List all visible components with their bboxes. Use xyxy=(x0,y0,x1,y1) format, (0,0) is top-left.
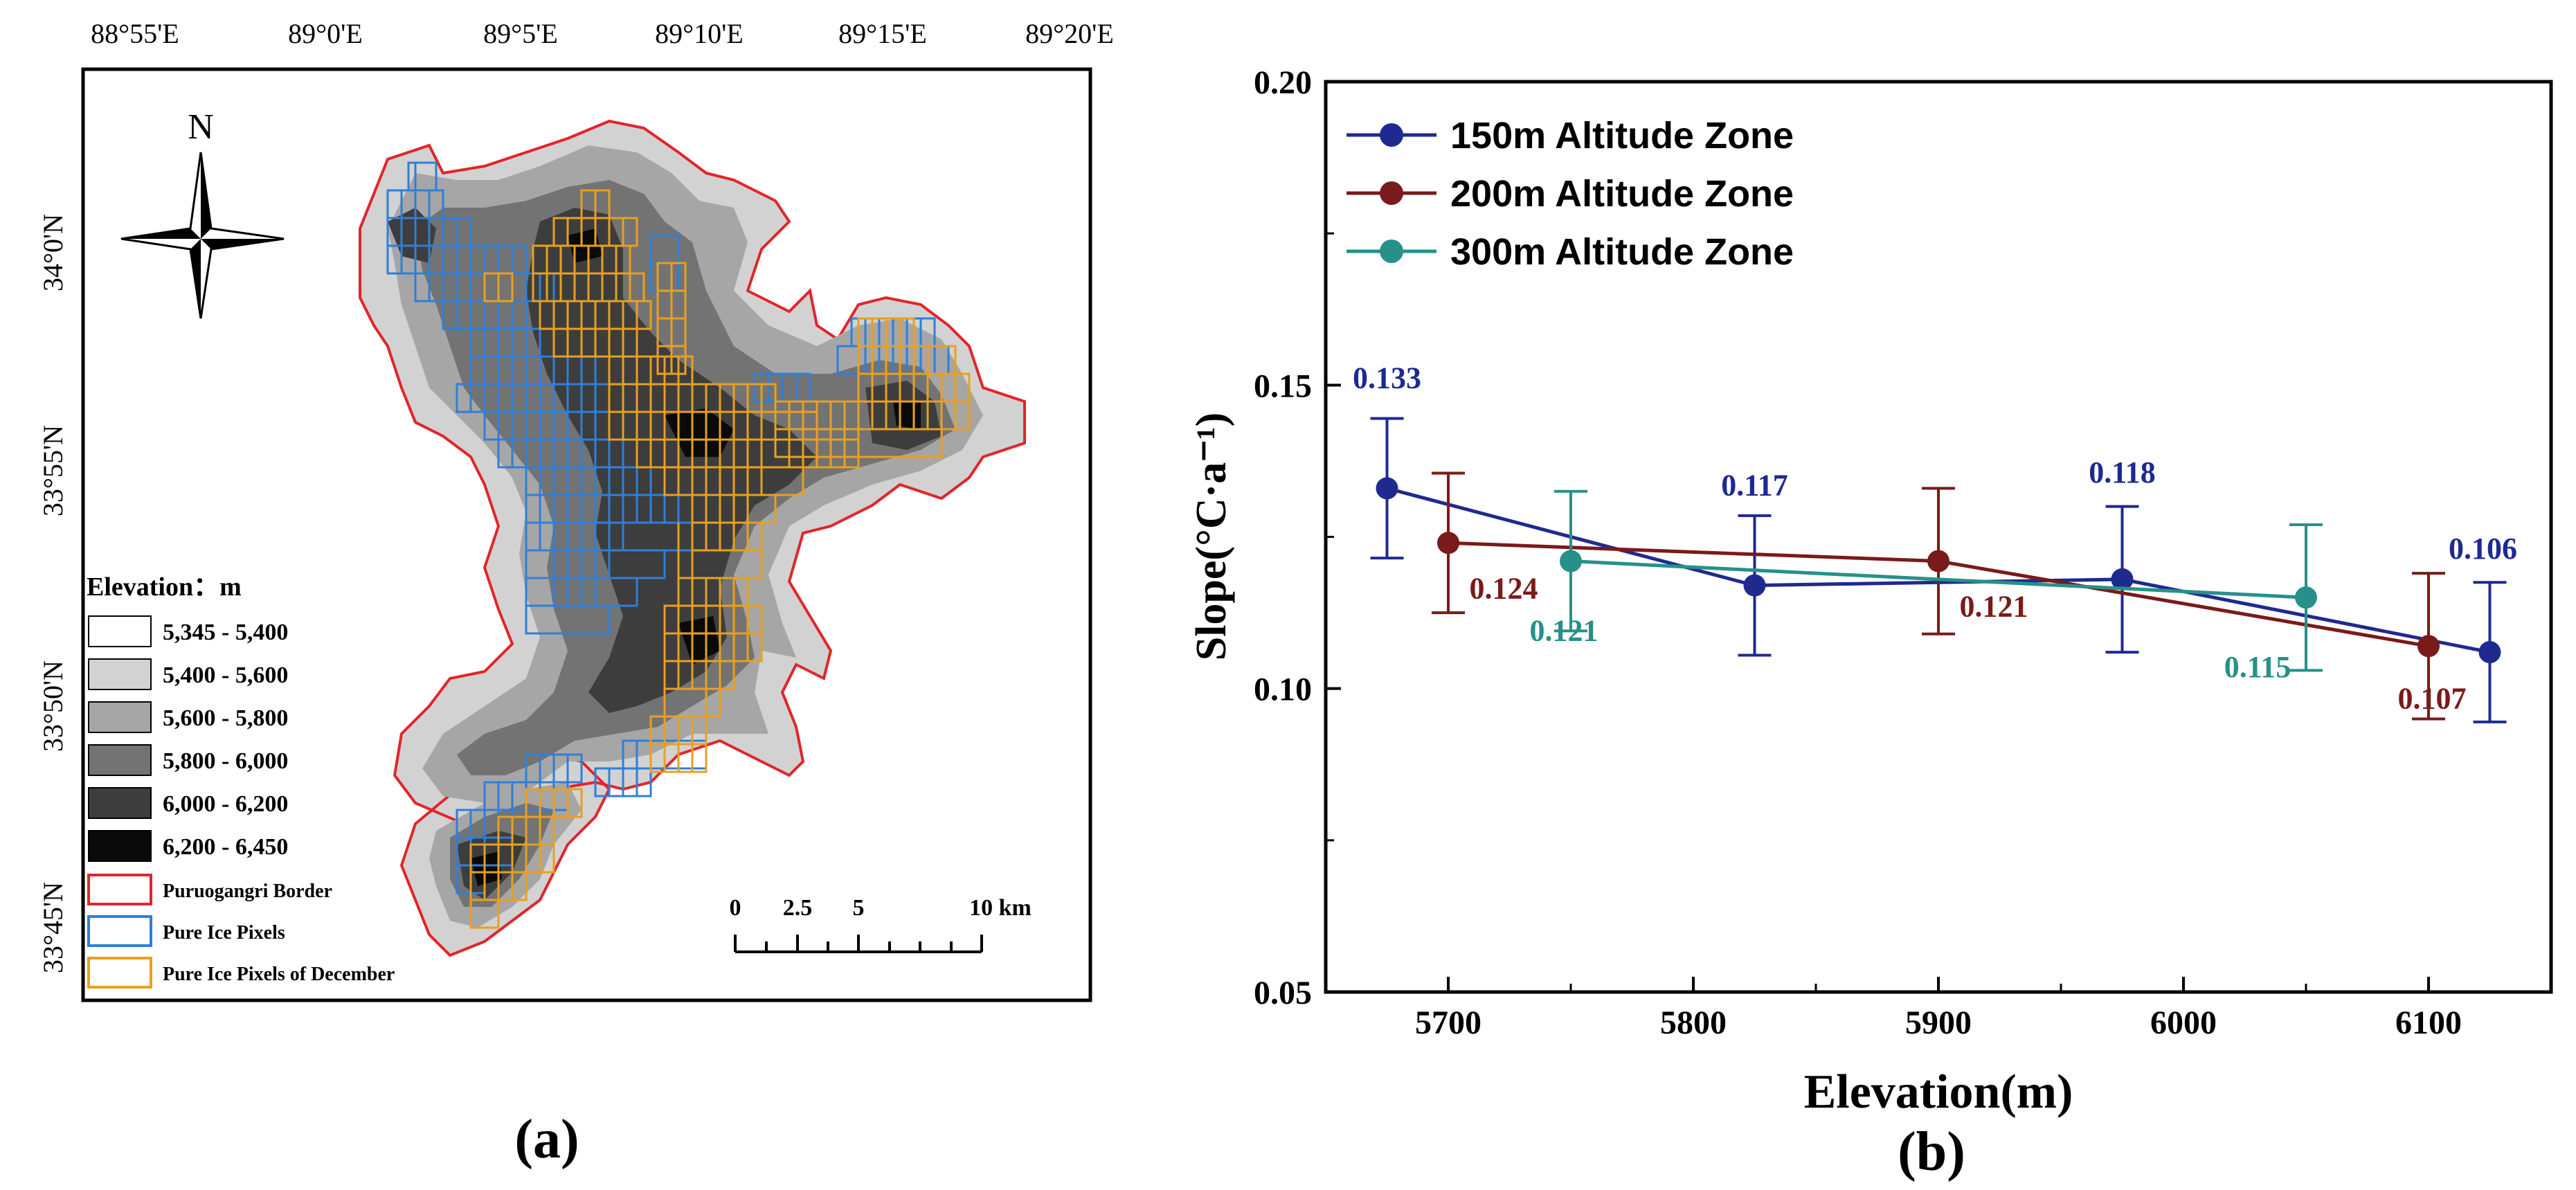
data-point xyxy=(2111,568,2134,591)
legend-label: 5,345 - 5,400 xyxy=(163,620,288,645)
legend-marker xyxy=(1380,181,1403,205)
panel-b-chart: 5700 5800 5900 6000 6100 0.05 0.10 0.15 0.20 0.1… xyxy=(1188,64,2553,1182)
y-tick-label: 0.15 xyxy=(1254,368,1312,404)
legend-label: 6,000 - 6,200 xyxy=(163,791,288,817)
data-label: 0.118 xyxy=(2089,456,2156,489)
y-tick-label: 0.10 xyxy=(1254,671,1312,708)
x-tick-label: 5900 xyxy=(1905,1004,1972,1041)
legend-title: Elevation：m xyxy=(87,573,242,602)
legend-swatch xyxy=(88,830,152,862)
x-tick-label: 5800 xyxy=(1660,1004,1727,1041)
data-point xyxy=(1560,550,1582,573)
longitude-ticks: 88°55'E 89°0'E 89°5'E 89°10'E 89°15'E 89… xyxy=(91,18,1114,49)
data-point xyxy=(2417,635,2440,658)
lat-tick: 33°55'N xyxy=(37,425,69,516)
data-point xyxy=(2478,641,2501,664)
legend-label: 5,400 - 5,600 xyxy=(163,662,288,688)
lat-tick: 33°45'N xyxy=(37,882,69,973)
scale-tick-label: 2.5 xyxy=(783,895,813,921)
legend-swatch xyxy=(88,787,152,819)
lon-tick: 89°5'E xyxy=(483,18,558,49)
legend-swatch xyxy=(87,915,152,947)
data-point xyxy=(1743,574,1766,597)
y-tick-label: 0.20 xyxy=(1254,64,1312,101)
pure-ice-pixels-december xyxy=(469,189,971,929)
lon-tick: 88°55'E xyxy=(91,18,179,49)
data-point xyxy=(1927,550,1949,573)
x-tick-label: 6100 xyxy=(2395,1004,2462,1041)
elevation-legend-items: 5,345 - 5,400 5,400 - 5,600 5,600 - 5,80… xyxy=(88,615,288,862)
panel-a-label: (a) xyxy=(514,1109,579,1170)
legend-label: 200m Altitude Zone xyxy=(1450,173,1794,215)
lon-tick: 89°10'E xyxy=(655,18,744,49)
legend-marker xyxy=(1380,123,1403,147)
series-2: 0.124 0.121 0.107 xyxy=(1432,471,2467,721)
chart-legend: 150m Altitude Zone 200m Altitude Zone 300m… xyxy=(1346,115,1794,273)
scale-bar-line xyxy=(734,935,983,953)
x-tick-label: 6000 xyxy=(2150,1004,2217,1041)
series-3: 0.121 0.115 xyxy=(1530,489,2323,684)
legend-label: 300m Altitude Zone xyxy=(1450,231,1794,273)
data-label: 0.133 xyxy=(1353,361,1421,395)
data-label: 0.115 xyxy=(2224,650,2291,684)
legend-swatch xyxy=(87,874,152,905)
latitude-ticks: 34°0'N 33°55'N 33°50'N 33°45'N xyxy=(37,214,69,973)
lon-tick: 89°0'E xyxy=(288,18,363,49)
legend-swatch xyxy=(88,615,152,647)
series-layer: 0.133 0.117 0.118 0.106 0.124 0.121 0.107 0.121… xyxy=(1353,361,2517,723)
legend-swatch xyxy=(88,701,152,733)
data-point xyxy=(2295,586,2317,609)
series-1: 0.133 0.117 0.118 0.106 xyxy=(1353,361,2517,723)
legend-label: Pure Ice Pixels of December xyxy=(163,964,395,985)
lat-tick: 34°0'N xyxy=(37,214,69,291)
lon-tick: 89°20'E xyxy=(1025,18,1114,49)
legend-label: Puruogangri Border xyxy=(163,881,332,902)
scale-tick-label: 5 xyxy=(853,895,865,921)
map-legend: Elevation：m 5,345 - 5,400 5,400 - 5,600 … xyxy=(87,573,395,989)
data-label: 0.121 xyxy=(1530,614,1598,648)
north-arrow: N xyxy=(120,107,285,319)
legend-marker xyxy=(1380,240,1403,263)
north-label: N xyxy=(188,107,214,147)
x-tick-label: 5700 xyxy=(1415,1004,1481,1041)
legend-swatch xyxy=(88,658,152,690)
data-label: 0.107 xyxy=(2398,681,2467,715)
data-point xyxy=(1376,477,1398,500)
y-tick-label: 0.05 xyxy=(1254,975,1312,1011)
glacier-map xyxy=(359,119,1026,957)
legend-label: 6,200 - 6,450 xyxy=(163,834,288,860)
lon-tick: 89°15'E xyxy=(838,18,927,49)
data-label: 0.117 xyxy=(1721,469,1788,503)
legend-label: 5,600 - 5,800 xyxy=(163,705,288,731)
series-line xyxy=(1570,559,2307,599)
data-point xyxy=(1437,532,1459,555)
data-label: 0.106 xyxy=(2449,532,2517,566)
legend-label: 5,800 - 6,000 xyxy=(163,748,288,774)
data-label: 0.124 xyxy=(1470,571,1538,605)
panel-a-map: 88°55'E 89°0'E 89°5'E 89°10'E 89°15'E 89… xyxy=(37,18,1114,1170)
legend-label: Pure Ice Pixels xyxy=(163,922,285,944)
axis-ticks: 5700 5800 5900 6000 6100 0.05 0.10 0.15 0.20 xyxy=(1254,64,2552,1041)
legend-label: 150m Altitude Zone xyxy=(1450,115,1794,156)
legend-swatch xyxy=(87,957,152,989)
x-axis-label: Elevation(m) xyxy=(1804,1065,2073,1119)
scale-bar: 0 2.5 5 10 km xyxy=(730,895,1032,953)
panel-b-label: (b) xyxy=(1898,1121,1965,1182)
data-label: 0.121 xyxy=(1960,590,2028,624)
legend-swatch xyxy=(88,744,152,776)
scale-tick-label: 0 xyxy=(730,895,741,921)
line-legend-items: Puruogangri Border Pure Ice Pixels Pure … xyxy=(87,874,395,989)
y-axis-label: Slope(°C·a⁻¹) xyxy=(1188,413,1235,661)
lat-tick: 33°50'N xyxy=(37,660,69,752)
scale-tick-label: 10 km xyxy=(969,895,1032,921)
